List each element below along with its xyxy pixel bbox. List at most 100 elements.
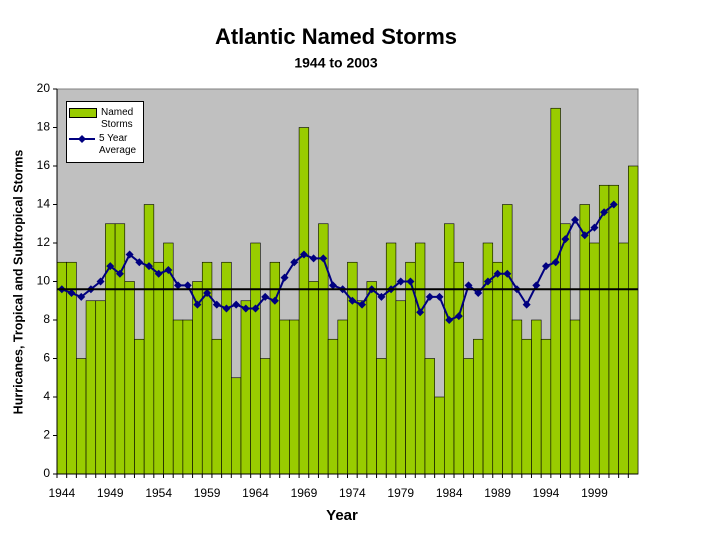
y-tick-label: 14: [37, 197, 51, 211]
average-marker: [125, 250, 134, 259]
average-marker: [358, 300, 367, 309]
bar: [376, 358, 387, 475]
average-marker: [309, 254, 318, 263]
bar: [424, 358, 435, 475]
y-tick-label: 18: [37, 120, 51, 134]
bar: [182, 319, 193, 475]
bar: [337, 319, 348, 475]
average-marker: [464, 281, 473, 290]
x-tick-label: 1974: [339, 486, 366, 500]
y-tick-label: 12: [37, 235, 51, 249]
average-marker: [600, 208, 609, 217]
average-marker: [270, 296, 279, 305]
legend: Named Storms 5 Year Average: [66, 101, 144, 163]
average-marker: [77, 292, 86, 301]
x-tick-label: 1944: [48, 486, 75, 500]
legend-line: [69, 135, 95, 143]
average-marker: [115, 269, 124, 278]
average-marker: [542, 262, 551, 271]
average-marker: [164, 265, 173, 274]
bar: [560, 223, 571, 475]
average-marker: [193, 300, 202, 309]
bar: [240, 300, 251, 475]
average-marker: [183, 281, 192, 290]
bar: [618, 242, 629, 475]
y-tick-label: 2: [43, 428, 50, 442]
bar: [550, 107, 561, 475]
bar: [589, 242, 600, 475]
bar: [453, 261, 464, 475]
bar: [163, 242, 174, 475]
x-tick-label: 1949: [97, 486, 124, 500]
average-marker: [96, 277, 105, 286]
average-marker: [561, 235, 570, 244]
average-marker: [551, 258, 560, 267]
y-tick-label: 6: [43, 351, 50, 365]
bar: [260, 358, 271, 475]
bar: [511, 319, 523, 475]
average-marker: [532, 281, 541, 290]
bar: [192, 281, 203, 475]
average-marker: [232, 300, 241, 309]
bar: [298, 127, 310, 475]
bar: [124, 281, 135, 475]
x-tick-label: 1969: [291, 486, 318, 500]
bar: [211, 338, 222, 475]
bar: [492, 261, 503, 475]
average-marker: [503, 269, 512, 278]
x-tick-label: 1989: [484, 486, 511, 500]
bar: [134, 338, 145, 475]
average-marker: [144, 262, 153, 271]
bar: [434, 396, 445, 475]
average-marker: [106, 262, 115, 271]
bar: [366, 281, 377, 475]
bar: [414, 242, 426, 475]
average-marker: [483, 277, 492, 286]
average-marker: [261, 292, 270, 301]
bar: [327, 338, 339, 475]
y-tick-label: 4: [43, 389, 50, 403]
bar: [250, 242, 261, 475]
x-tick-label: 1994: [533, 486, 560, 500]
legend-item: Named Storms: [69, 107, 141, 131]
average-marker: [328, 281, 337, 290]
average-marker: [474, 289, 483, 298]
average-marker: [222, 304, 231, 313]
x-tick-label: 1959: [194, 486, 221, 500]
average-marker: [571, 215, 580, 224]
legend-item: 5 Year Average: [69, 133, 141, 157]
bar: [356, 300, 368, 475]
chart-title: Atlantic Named Storms: [215, 24, 457, 49]
bar: [540, 338, 552, 475]
average-marker: [609, 200, 618, 209]
y-tick-label: 16: [37, 158, 51, 172]
bar: [153, 261, 164, 475]
average-marker: [67, 289, 76, 298]
average-marker: [522, 300, 531, 309]
average-marker: [435, 292, 444, 301]
bar: [598, 184, 610, 475]
bar: [279, 319, 290, 475]
bar: [95, 300, 106, 475]
bar: [221, 261, 232, 475]
y-tick-label: 20: [37, 81, 51, 95]
legend-swatch: [69, 133, 95, 145]
x-axis-label: Year: [326, 507, 358, 524]
average-marker: [241, 304, 250, 313]
average-marker: [406, 277, 415, 286]
average-marker: [445, 316, 454, 324]
x-tick-label: 1979: [387, 486, 414, 500]
average-marker: [290, 258, 299, 267]
average-marker: [416, 308, 425, 317]
legend-swatch: [69, 108, 97, 118]
chart-subtitle: 1944 to 2003: [294, 55, 377, 71]
bar: [56, 261, 67, 475]
average-marker: [280, 273, 289, 282]
average-marker: [319, 254, 328, 263]
bar: [569, 319, 581, 475]
x-tick-label: 1954: [145, 486, 172, 500]
bar: [231, 377, 242, 475]
bar: [347, 261, 358, 475]
